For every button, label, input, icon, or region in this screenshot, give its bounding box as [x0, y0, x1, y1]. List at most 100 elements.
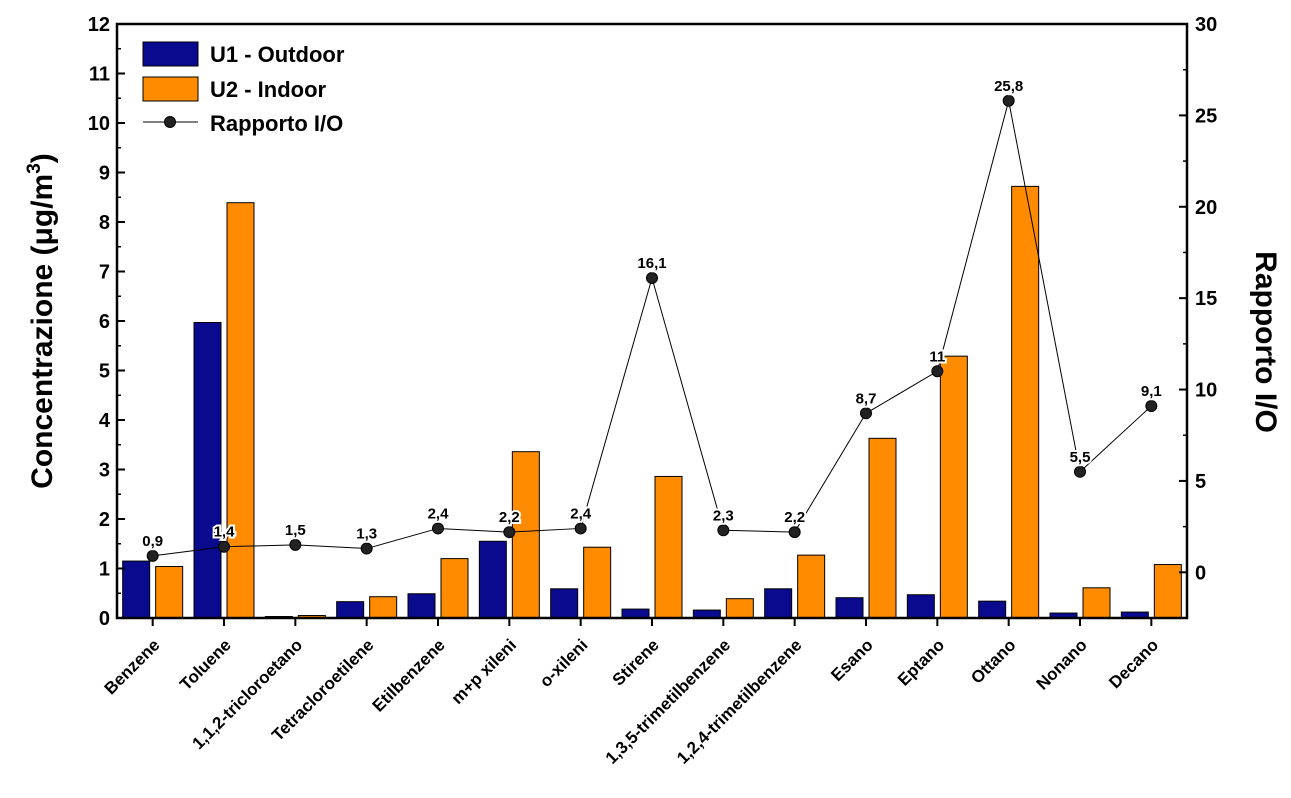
bar-indoor: [1011, 185, 1040, 619]
y-tick-label: 1: [99, 559, 110, 581]
bar-indoor: [868, 437, 897, 619]
y-tick-label: 12: [88, 14, 110, 36]
bar-outdoor: [906, 594, 935, 619]
x-category-label: Esano: [827, 635, 877, 685]
ratio-point: [574, 522, 587, 535]
x-category-label: Eptano: [894, 635, 948, 689]
x-category-label: 1,2,4-trimetilbenzene: [673, 635, 805, 767]
y-axis-title-close: ): [26, 153, 59, 163]
ratio-data-label: 11: [929, 348, 945, 365]
ratio-data-label: 5,5: [1070, 449, 1091, 466]
bar-indoor: [440, 558, 469, 619]
bar-outdoor: [835, 597, 864, 619]
ratio-point: [1074, 465, 1086, 478]
legend-label-indoor: U2 - Indoor: [210, 77, 327, 102]
x-category-label: Ottano: [967, 635, 1019, 687]
y-tick-label: 10: [88, 113, 110, 135]
ratio-data-label: 25,8: [994, 78, 1023, 95]
y-axis-title-superscript: 3: [24, 163, 45, 174]
labels-layer: Benzene Toluene1,1,2-tricloroetanoTetracl…: [101, 635, 1163, 767]
ratio-data-label: 2,4: [428, 505, 450, 522]
y2-tick-label: 30: [1195, 14, 1217, 36]
bar-indoor: [583, 546, 612, 619]
ratio-data-label: 2,3: [713, 507, 734, 524]
ratio-data-label: 2,2: [499, 509, 520, 526]
ratio-point: [646, 272, 658, 285]
ratio-point: [1002, 94, 1015, 107]
y2-tick-label: 10: [1195, 380, 1217, 402]
bar-indoor: [1153, 564, 1182, 619]
ratio-line-layer: 0,9 1,4 1,5 1,3 2,4 2,2 2,4 16,1 2,3 2,2 8,7 11 25,8…: [140, 76, 1164, 562]
bar-indoor: [155, 566, 184, 619]
y-tick-label: 0: [99, 608, 110, 630]
ratio-point: [432, 522, 444, 535]
x-category-label: Stirene: [609, 635, 663, 689]
bar-indoor: [226, 202, 255, 619]
ratio-data-label: 16,1: [637, 255, 666, 272]
bar-outdoor: [764, 588, 793, 619]
y-axis-title-main: Concentrazione (μg/m: [26, 174, 59, 489]
legend-label-ratio: Rapporto I/O: [210, 111, 343, 136]
x-category-label: m+p xileni: [448, 635, 521, 708]
y-tick-label: 8: [99, 212, 110, 234]
bars-layer: [122, 185, 1182, 619]
y-axis-title: Concentrazione (μg/m3): [24, 153, 59, 489]
y-tick-label: 5: [99, 361, 110, 383]
legend-swatch-outdoor: [142, 41, 199, 67]
ratio-point: [360, 542, 373, 555]
y2-tick-label: 5: [1195, 471, 1206, 493]
y-tick-label: 11: [89, 64, 110, 86]
x-category-label: Decano: [1105, 635, 1162, 692]
y-tick-label: 7: [99, 262, 110, 284]
x-category-label: Benzene: [101, 635, 164, 698]
y-tick-label: 6: [99, 311, 110, 333]
legend: U1 - Outdoor U2 - Indoor Rapporto I/O: [142, 41, 345, 136]
ratio-data-label: 2,2: [784, 509, 805, 526]
ratio-point: [1145, 399, 1158, 412]
y2-tick-label: 0: [1195, 562, 1206, 584]
bar-indoor: [1082, 587, 1111, 619]
bar-outdoor: [336, 601, 365, 619]
bar-outdoor: [978, 600, 1007, 619]
ratio-point: [146, 549, 159, 562]
legend-label-outdoor: U1 - Outdoor: [210, 42, 345, 67]
y2-tick-label: 20: [1195, 197, 1217, 219]
ratio-point: [289, 538, 302, 551]
bar-outdoor: [478, 540, 507, 619]
ratio-data-label: 1,3: [356, 526, 377, 543]
y2-tick-label: 25: [1195, 105, 1217, 127]
ratio-point: [788, 526, 801, 539]
bar-indoor: [797, 554, 826, 619]
ratio-data-label: 0,9: [142, 533, 163, 550]
ratio-point: [860, 407, 872, 420]
x-category-label: o-xileni: [536, 635, 592, 691]
ratio-data-label: 8,7: [856, 390, 877, 407]
bar-outdoor: [621, 608, 650, 619]
legend-swatch-indoor: [142, 76, 199, 102]
x-category-label: 1,3,5-trimetilbenzene: [602, 635, 734, 767]
ratio-data-label: 2,4: [570, 505, 592, 522]
ratio-data-label: 9,1: [1141, 383, 1162, 400]
legend-marker-ratio: [164, 116, 176, 128]
ratio-point: [931, 365, 944, 378]
bar-indoor: [511, 451, 540, 619]
ratio-point: [717, 524, 730, 537]
x-category-label: Nonano: [1033, 635, 1091, 693]
bar-indoor: [939, 355, 968, 619]
ratio-point: [218, 540, 230, 553]
bar-indoor: [369, 596, 398, 619]
bar-indoor: [725, 598, 754, 619]
y-tick-label: 3: [99, 460, 110, 482]
y-tick-label: 2: [99, 509, 110, 531]
bar-outdoor: [122, 560, 151, 619]
y2-axis-title: Rapporto I/O: [1249, 251, 1282, 433]
bar-outdoor: [193, 321, 222, 619]
ratio-line: [152, 100, 1152, 557]
y-tick-label: 9: [99, 163, 110, 185]
ratio-data-label: 1,4: [214, 524, 236, 541]
y-tick-label: 4: [99, 410, 111, 432]
ratio-data-label: 1,5: [285, 522, 306, 539]
